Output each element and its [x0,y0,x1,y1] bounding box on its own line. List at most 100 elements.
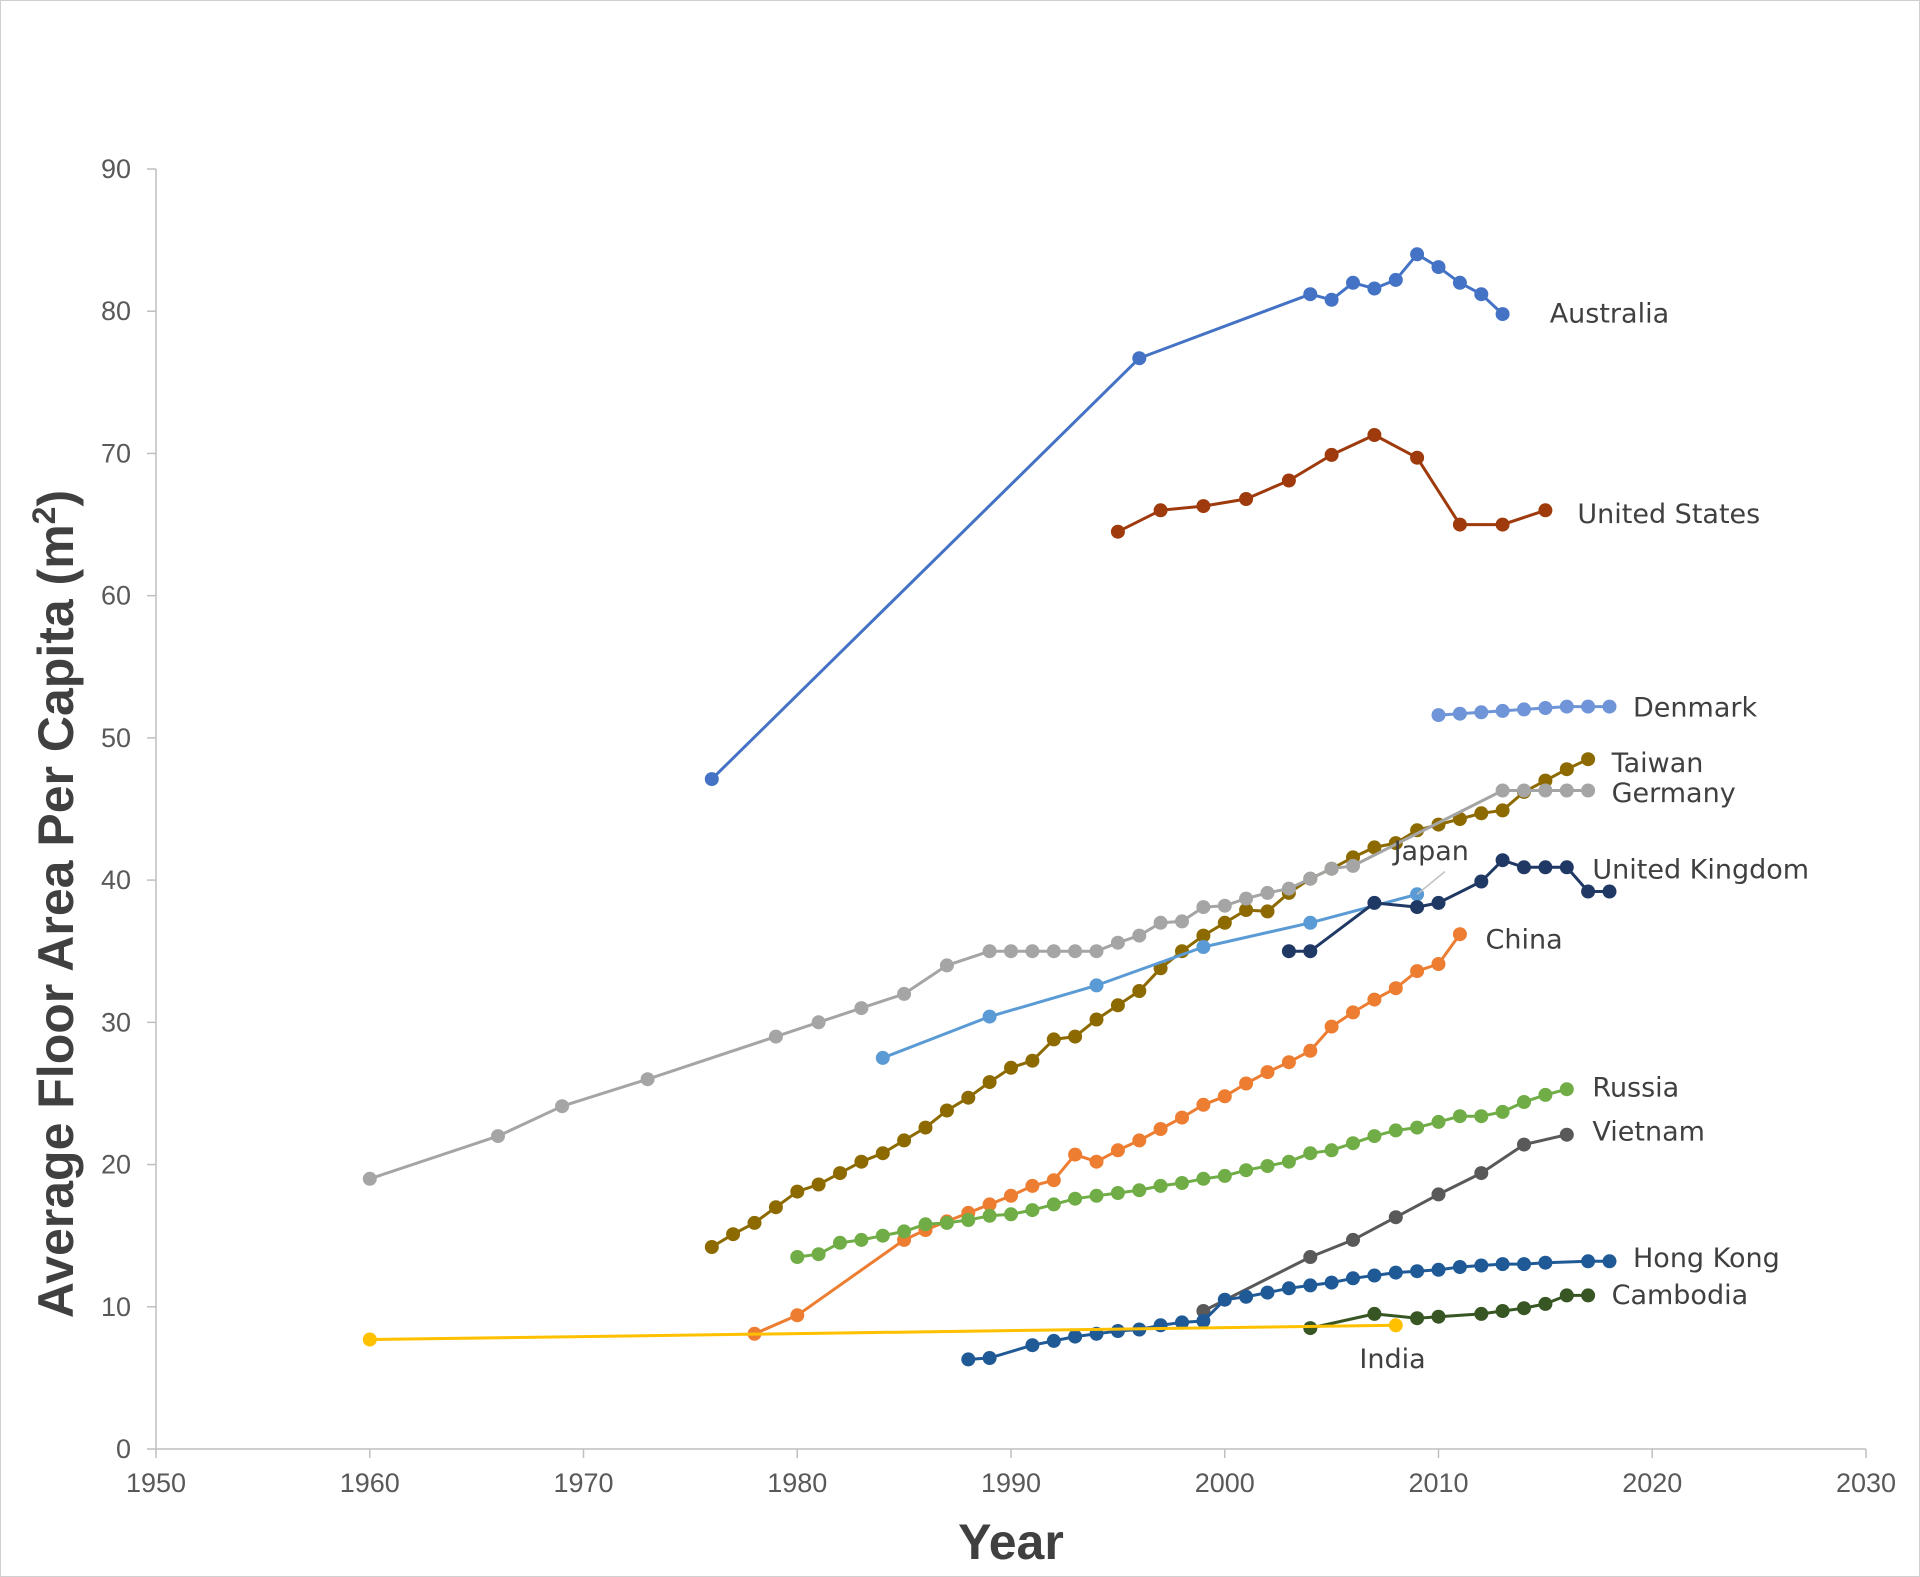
data-point-taiwan [704,1240,719,1254]
annotation-layer: Australia United States Denmark TaiwanGerma… [1359,299,1809,1375]
data-point-russia [1538,1087,1553,1102]
data-point-japan [1303,915,1318,930]
data-point-united-states [1538,503,1553,518]
series-vietnam [1196,1127,1574,1318]
data-point-germany [1260,885,1275,900]
data-point-vietnam [1559,1127,1574,1142]
data-point-taiwan [1581,752,1596,767]
data-point-cambodia [1410,1311,1425,1326]
data-point-united-states [1239,492,1254,506]
label-cambodia: Cambodia [1612,1280,1749,1311]
data-point-taiwan [790,1184,805,1199]
data-point-hong-kong [1346,1271,1360,1286]
data-point-hong-kong [1068,1329,1083,1344]
data-point-china [1367,992,1382,1007]
data-point-vietnam [1346,1232,1360,1247]
data-point-united-states [1495,517,1510,532]
data-point-taiwan [1474,806,1489,821]
data-point-russia [1196,1171,1211,1186]
data-point-russia [1431,1114,1446,1129]
data-point-russia [811,1247,826,1262]
data-point-taiwan [726,1227,741,1242]
data-point-china [1153,1122,1168,1136]
data-point-united-kingdom [1581,884,1596,899]
data-point-australia [1324,292,1339,307]
y-axis-title-superscript: 2 [26,507,62,525]
y-tick-label: 90 [101,154,131,184]
data-point-hong-kong [1196,1314,1211,1328]
data-point-germany [1239,891,1254,906]
y-tick-label: 20 [101,1150,131,1180]
data-point-united-kingdom [1602,884,1617,899]
data-point-denmark [1474,705,1489,720]
data-point-united-kingdom [1559,860,1574,875]
data-point-germany [897,986,912,1001]
data-point-japan [1089,978,1104,993]
label-china: China [1486,924,1563,955]
x-tick-label: 2020 [1622,1468,1682,1498]
data-point-china [1452,927,1467,942]
data-point-china [790,1308,805,1323]
data-point-hong-kong [1431,1262,1446,1277]
data-point-russia [1281,1154,1296,1169]
data-point-united-kingdom [1367,895,1382,910]
data-point-china [1239,1076,1254,1091]
data-point-denmark [1538,701,1553,715]
data-point-taiwan [1495,803,1510,818]
data-point-united-kingdom [1495,853,1510,868]
data-point-hong-kong [1260,1285,1275,1300]
y-tick-label: 60 [101,581,131,611]
data-point-russia [1025,1203,1040,1218]
data-point-cambodia [1581,1288,1596,1303]
data-point-russia [1324,1143,1339,1158]
y-tick-label: 10 [101,1292,131,1322]
data-point-taiwan [1004,1060,1018,1075]
data-point-cambodia [1495,1304,1510,1318]
data-point-china [1025,1178,1040,1193]
data-point-taiwan [875,1146,890,1161]
data-point-cambodia [1538,1296,1553,1311]
data-point-germany [1132,928,1147,943]
x-tick-label: 1980 [767,1468,827,1498]
data-point-australia [1495,307,1510,322]
series-russia [790,1082,1574,1264]
data-point-united-states [1110,524,1125,539]
data-point-russia [897,1224,912,1239]
data-point-taiwan [1217,915,1232,930]
data-point-china [1068,1147,1083,1162]
data-point-russia [790,1250,805,1264]
label-hong-kong: Hong Kong [1633,1243,1780,1274]
data-point-taiwan [1196,928,1211,943]
data-point-australia [1346,275,1360,290]
x-tick-label: 2010 [1408,1468,1468,1498]
data-point-china [1217,1089,1232,1104]
data-point-taiwan [768,1200,783,1215]
data-point-germany [1559,783,1574,798]
label-taiwan: Taiwan [1611,748,1704,779]
data-point-russia [1452,1109,1467,1124]
data-point-russia [833,1235,847,1250]
data-point-taiwan [918,1120,933,1135]
data-point-germany [1217,898,1232,913]
data-point-denmark [1495,703,1510,718]
data-point-taiwan [897,1133,912,1148]
series-india [362,1318,1403,1347]
data-point-germany [1281,881,1296,896]
data-point-australia [1303,287,1318,302]
data-point-germany [1089,944,1104,959]
series-denmark [1431,699,1617,723]
data-point-russia [1388,1123,1403,1138]
data-point-vietnam [1303,1250,1318,1264]
data-point-united-kingdom [1410,900,1425,915]
data-point-germany [362,1171,377,1186]
data-point-japan [982,1009,997,1024]
data-point-china [1110,1143,1125,1158]
x-tick-label: 1950 [126,1468,186,1498]
data-point-hong-kong [1538,1255,1553,1270]
data-point-russia [875,1228,890,1243]
series-line-australia [710,252,1504,781]
label-germany: Germany [1612,778,1736,809]
data-point-russia [1068,1191,1083,1206]
data-point-germany [811,1015,826,1030]
